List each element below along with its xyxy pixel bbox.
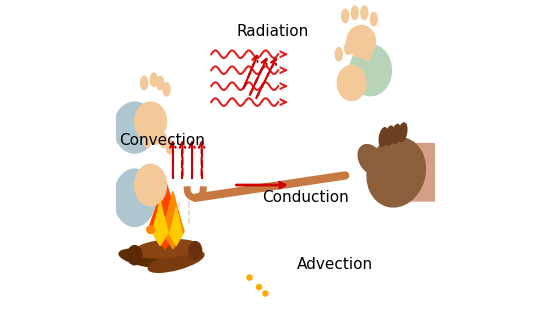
Ellipse shape: [150, 73, 157, 86]
Ellipse shape: [354, 41, 361, 55]
Polygon shape: [170, 207, 183, 246]
Circle shape: [147, 226, 155, 234]
Polygon shape: [152, 201, 168, 246]
Ellipse shape: [351, 6, 358, 19]
Ellipse shape: [392, 124, 400, 144]
Ellipse shape: [153, 130, 161, 145]
Ellipse shape: [135, 164, 167, 206]
Ellipse shape: [166, 139, 173, 154]
Ellipse shape: [157, 76, 164, 90]
Text: Conduction: Conduction: [262, 190, 349, 205]
Ellipse shape: [379, 128, 388, 147]
Ellipse shape: [141, 76, 148, 90]
Ellipse shape: [398, 123, 407, 142]
Ellipse shape: [163, 83, 170, 96]
Polygon shape: [149, 179, 181, 249]
Ellipse shape: [135, 102, 167, 140]
Circle shape: [263, 291, 268, 296]
Ellipse shape: [370, 12, 377, 26]
Polygon shape: [162, 191, 184, 249]
Ellipse shape: [386, 126, 394, 145]
Ellipse shape: [114, 102, 155, 153]
Ellipse shape: [144, 133, 151, 147]
Text: Advection: Advection: [298, 257, 373, 272]
Ellipse shape: [114, 169, 155, 226]
Ellipse shape: [128, 246, 142, 265]
Text: Radiation: Radiation: [236, 24, 309, 40]
Ellipse shape: [350, 45, 392, 96]
Ellipse shape: [364, 48, 371, 61]
Text: Convection: Convection: [119, 133, 205, 148]
Ellipse shape: [135, 240, 199, 258]
Circle shape: [247, 275, 252, 280]
Ellipse shape: [160, 133, 167, 147]
Ellipse shape: [342, 9, 349, 23]
Ellipse shape: [148, 251, 204, 272]
Circle shape: [256, 285, 262, 290]
Ellipse shape: [346, 26, 376, 57]
Ellipse shape: [358, 145, 383, 174]
FancyBboxPatch shape: [393, 144, 438, 201]
Ellipse shape: [336, 48, 342, 61]
Ellipse shape: [367, 137, 425, 207]
Ellipse shape: [361, 6, 368, 19]
Ellipse shape: [337, 65, 366, 100]
Ellipse shape: [345, 41, 352, 55]
Ellipse shape: [119, 249, 175, 268]
Ellipse shape: [189, 242, 202, 259]
